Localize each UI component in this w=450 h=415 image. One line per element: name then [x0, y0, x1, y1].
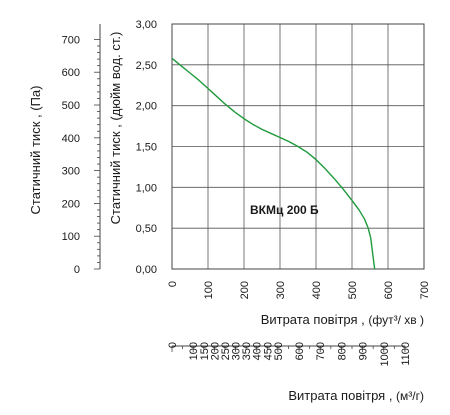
y-secondary-tick-label: 700 [62, 34, 80, 46]
x-secondary-tick-label: 200 [209, 342, 221, 360]
y-primary-tick-label: 1,50 [136, 142, 157, 154]
y-primary-tick-label: 2,00 [136, 101, 157, 113]
x-secondary-title: Витрата повітря , (м³/г) [288, 388, 424, 403]
y-primary-tick-label: 1,00 [136, 182, 157, 194]
y-secondary-label: Статичний тиск [28, 121, 43, 214]
x-primary-tick-label: 0 [167, 281, 179, 287]
fan-curve-line [171, 57, 376, 270]
x-secondary-tick-label: 150 [199, 342, 211, 360]
x-secondary-tick-label: 300 [231, 342, 243, 360]
x-primary-label: Витрата повітря [261, 312, 358, 327]
x-secondary-tick-label: 500 [273, 342, 285, 360]
x-primary-tick-label: 700 [419, 281, 431, 299]
x-primary-title: Витрата повітря , (фут³/ хв ) [261, 312, 424, 327]
x-secondary-tick-label: 0 [167, 342, 179, 348]
x-secondary-tick-label: 350 [241, 342, 253, 360]
x-primary-tick-label: 500 [347, 281, 359, 299]
x-primary-tick-label: 300 [275, 281, 287, 299]
y-secondary-axis: 0 100 200 300 400 500 600 700 [62, 24, 101, 276]
y-primary-tick-label: 0,00 [136, 264, 157, 276]
x-primary-tick-label: 100 [203, 281, 215, 299]
y-secondary-tick-label: 200 [62, 198, 80, 210]
x-secondary-tick-label: 600 [294, 342, 306, 360]
y-secondary-tick-label: 100 [62, 231, 80, 243]
y-primary-ticks: 0,00 0,50 1,00 1,50 2,00 2,50 3,00 [136, 19, 157, 276]
x-primary-tick-label: 200 [239, 281, 251, 299]
y-secondary-tick-label: 300 [62, 166, 80, 178]
x-secondary-tick-label: 1100 [400, 342, 412, 366]
x-secondary-tick-label: 250 [220, 342, 232, 360]
x-secondary-tick-label: 400 [252, 342, 264, 360]
x-secondary-label: Витрата повітря [288, 388, 385, 403]
x-secondary-tick-label: 450 [262, 342, 274, 360]
y-secondary-unit: (Па) [28, 86, 43, 111]
y-primary-tick-label: 0,50 [136, 223, 157, 235]
x-secondary-tick-label: 800 [336, 342, 348, 360]
x-primary-tick-label: 600 [383, 281, 395, 299]
series-layer [171, 57, 376, 270]
y-secondary-tick-label: 400 [62, 133, 80, 145]
y-secondary-tick-label: 500 [62, 100, 80, 112]
y-secondary-tick-label: 0 [74, 264, 80, 276]
x-primary-unit: (фут³/ хв ) [368, 313, 424, 327]
x-primary-tick-label: 400 [311, 281, 323, 299]
y-primary-title: Статичний тиск , (дюйм вод. ст.) [108, 32, 123, 225]
y-primary-tick-label: 2,50 [136, 60, 157, 72]
x-secondary-tick-label: 1000 [379, 342, 391, 366]
x-secondary-tick-label: 700 [315, 342, 327, 360]
y-primary-tick-label: 3,00 [136, 19, 157, 31]
y-primary-unit: (дюйм вод. ст.) [108, 32, 123, 121]
x-secondary-unit: (м³/г) [396, 389, 424, 403]
y-secondary-tick-label: 600 [62, 67, 80, 79]
y-primary-label: Статичний тиск [108, 131, 123, 224]
plot-frame [171, 23, 425, 270]
x-primary-ticks: 0 100 200 300 400 500 600 700 [167, 281, 431, 299]
model-annotation: ВКМц 200 Б [250, 203, 319, 217]
x-secondary-tick-label: 100 [188, 342, 200, 360]
x-secondary-tick-label: 900 [358, 342, 370, 360]
y-secondary-title: Статичний тиск , (Па) [28, 86, 43, 215]
